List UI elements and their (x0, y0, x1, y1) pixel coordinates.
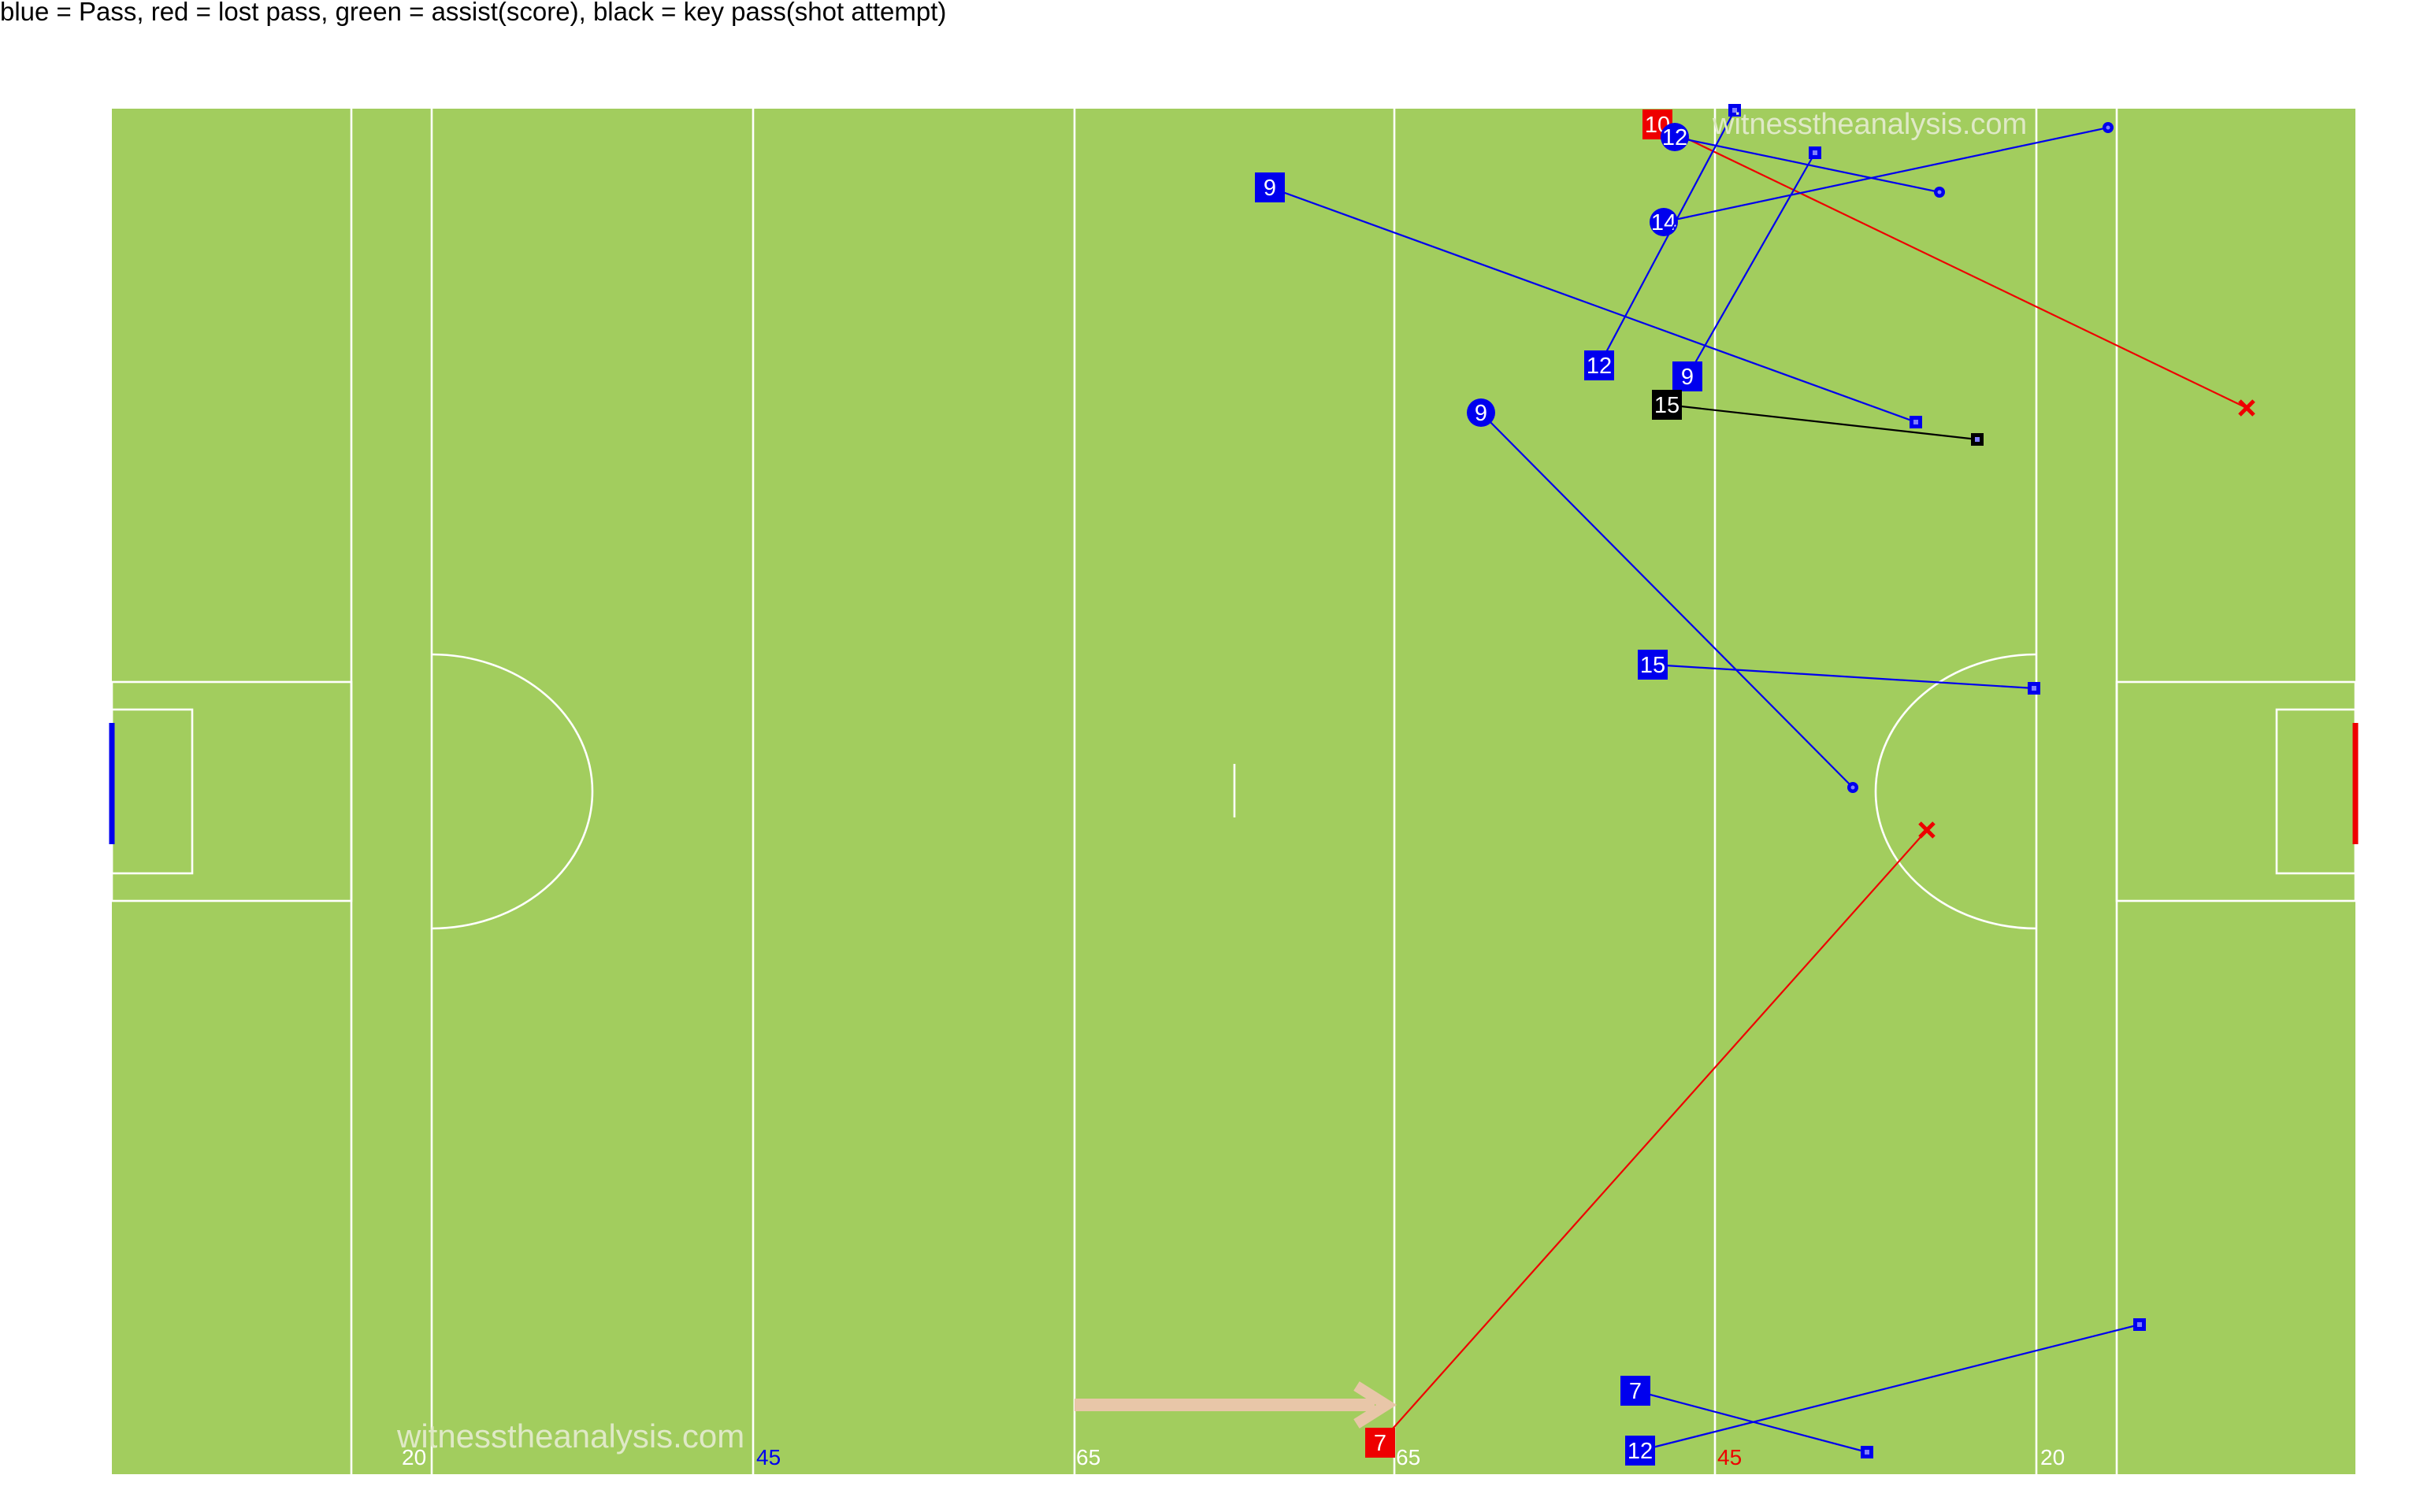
pitch-field (109, 109, 2359, 1474)
chart-legend-text: blue = Pass, red = lost pass, green = as… (0, 0, 947, 26)
pass-line (1652, 663, 2035, 690)
player-number-label: 7 (1374, 1431, 1386, 1456)
arc-20m-right (1874, 653, 2037, 930)
watermark: witnesstheanalysis.com (396, 1418, 744, 1455)
pass-line (1480, 412, 1854, 788)
pass-end-marker-dot (1865, 1450, 1869, 1455)
pass-start-marker (1661, 123, 1689, 151)
pass-end-marker-dot (2137, 1322, 2142, 1327)
pitch-label: 65 (1396, 1445, 1420, 1469)
pass-line (1687, 152, 1816, 377)
pass-end-marker-dot (2106, 125, 2110, 130)
pitch-label: 65 (1076, 1445, 1101, 1469)
pass-end-marker-dot (1732, 108, 1737, 113)
pass-line (1663, 126, 2109, 224)
pass-line (1379, 829, 1928, 1443)
pass-end-marker-dot (1975, 437, 1980, 442)
player-number-label: 14 (1651, 210, 1676, 235)
pass-start-marker (1652, 390, 1682, 420)
pass-start-marker (1625, 1436, 1655, 1466)
pass-end-marker-dot (1813, 150, 1817, 155)
pitch-label: 20 (2040, 1445, 2065, 1469)
pass-end-marker-dot (1850, 785, 1855, 790)
pass-line (1635, 1389, 1868, 1454)
player-number-label: 9 (1681, 365, 1694, 390)
player-number-label: 9 (1264, 176, 1276, 201)
pass-start-marker (1365, 1428, 1395, 1458)
attack-direction (1075, 1381, 1397, 1429)
pass-line (1674, 135, 1940, 194)
watermark: witnesstheanalysis.com (1712, 108, 2027, 141)
pitch-label: 20 (402, 1445, 426, 1469)
player-number-label: 12 (1587, 354, 1612, 379)
pitch-label: 45 (756, 1445, 781, 1469)
pass-start-marker (1672, 361, 1702, 391)
pass-end-marker-dot (1913, 420, 1918, 424)
pass-start-marker (1584, 350, 1614, 380)
arc-20m-left (431, 653, 594, 930)
pass-line (1657, 124, 2247, 409)
pass-line (1639, 1323, 2140, 1452)
direction-arrow-head (1353, 1381, 1397, 1429)
pass-end-marker-dot (1937, 190, 1942, 195)
pass-line (1666, 403, 1978, 441)
pass-start-marker (1467, 398, 1495, 427)
pass-start-marker (1638, 650, 1668, 680)
pass-start-marker (1620, 1376, 1650, 1406)
player-number-label: 7 (1629, 1379, 1642, 1404)
pass-end-marker (2238, 399, 2255, 417)
player-number-label: 9 (1475, 401, 1487, 426)
pass-start-marker (1255, 172, 1285, 202)
pass-line (1598, 109, 1735, 366)
player-number-label: 15 (1640, 653, 1665, 678)
pitch-label: 45 (1717, 1445, 1742, 1469)
player-number-label: 15 (1654, 393, 1680, 418)
player-number-label: 12 (1628, 1439, 1653, 1464)
pass-end-marker (1918, 821, 1936, 839)
player-number-label: 12 (1662, 125, 1687, 150)
pass-end-marker-dot (2032, 686, 2036, 691)
pass-line (1269, 186, 1917, 424)
pitch-labels: 20 45 65 65 45 20witnesstheanalysis.comwitnes… (396, 108, 2065, 1469)
